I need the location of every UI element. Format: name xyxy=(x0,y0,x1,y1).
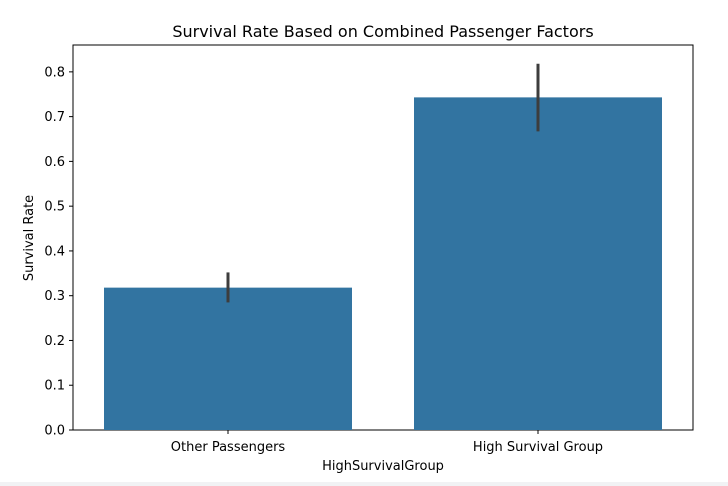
y-tick-label: 0.8 xyxy=(44,65,65,80)
y-tick-label: 0.7 xyxy=(44,110,65,125)
bar xyxy=(104,287,352,430)
y-tick-label: 0.2 xyxy=(44,334,65,349)
bottom-strip xyxy=(0,482,728,486)
x-axis-label: HighSurvivalGroup xyxy=(322,459,444,474)
x-tick-label: High Survival Group xyxy=(473,440,603,455)
bars-group xyxy=(104,63,662,431)
y-tick-label: 0.6 xyxy=(44,155,65,170)
x-axis: Other Passengers High Survival Group xyxy=(171,430,603,455)
y-axis: 0.0 0.1 0.2 0.3 0.4 0.5 0.6 0.7 0.8 xyxy=(44,65,73,439)
x-tick-label: Other Passengers xyxy=(171,440,286,455)
plot-area-frame xyxy=(72,44,694,431)
y-tick-label: 0.3 xyxy=(44,289,65,304)
y-tick-label: 0.5 xyxy=(44,200,65,215)
y-tick-label: 0.1 xyxy=(44,379,65,394)
y-tick-label: 0.0 xyxy=(44,424,65,439)
bar xyxy=(414,97,662,431)
y-axis-label: Survival Rate xyxy=(22,195,37,281)
chart-title: Survival Rate Based on Combined Passenge… xyxy=(172,22,593,41)
y-tick-label: 0.4 xyxy=(44,244,65,259)
